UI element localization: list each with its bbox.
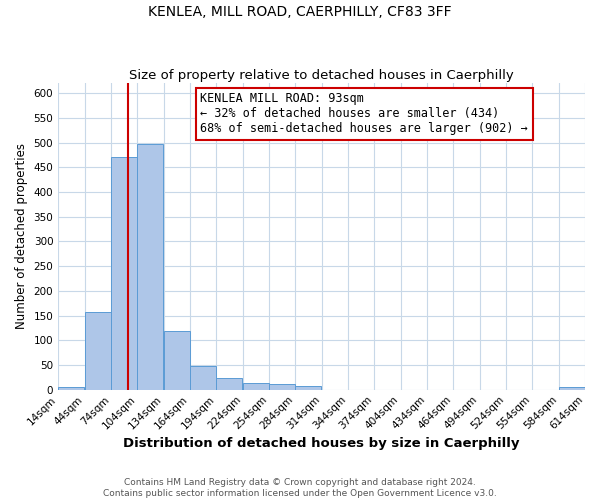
Text: Contains HM Land Registry data © Crown copyright and database right 2024.
Contai: Contains HM Land Registry data © Crown c… xyxy=(103,478,497,498)
Bar xyxy=(269,384,295,390)
Bar xyxy=(190,366,216,390)
X-axis label: Distribution of detached houses by size in Caerphilly: Distribution of detached houses by size … xyxy=(124,437,520,450)
Title: Size of property relative to detached houses in Caerphilly: Size of property relative to detached ho… xyxy=(129,69,514,82)
Bar xyxy=(295,386,322,390)
Text: KENLEA MILL ROAD: 93sqm
← 32% of detached houses are smaller (434)
68% of semi-d: KENLEA MILL ROAD: 93sqm ← 32% of detache… xyxy=(200,92,528,136)
Text: KENLEA, MILL ROAD, CAERPHILLY, CF83 3FF: KENLEA, MILL ROAD, CAERPHILLY, CF83 3FF xyxy=(148,5,452,19)
Bar xyxy=(559,388,585,390)
Bar xyxy=(243,384,269,390)
Bar xyxy=(58,388,84,390)
Bar xyxy=(164,331,190,390)
Bar xyxy=(137,144,163,390)
Bar xyxy=(217,378,242,390)
Y-axis label: Number of detached properties: Number of detached properties xyxy=(15,144,28,330)
Bar xyxy=(85,312,110,390)
Bar xyxy=(111,158,137,390)
